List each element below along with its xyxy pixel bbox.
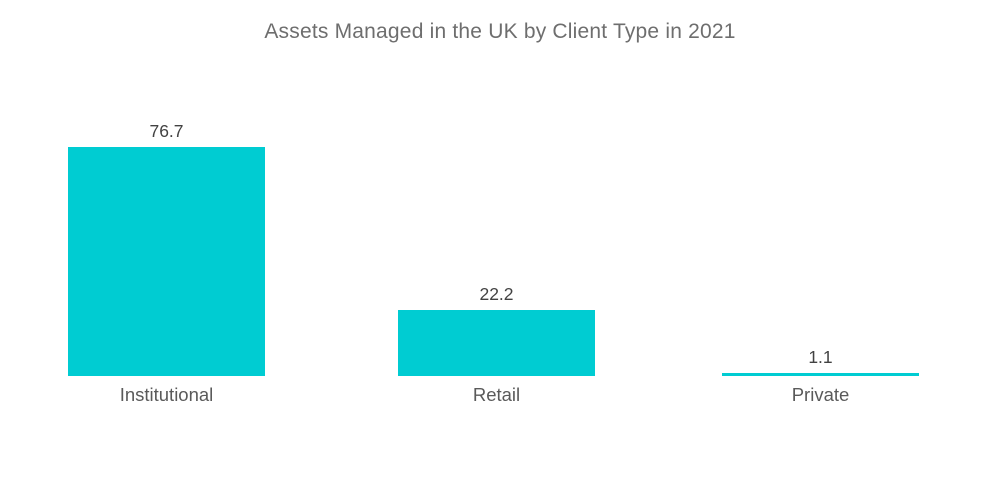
bar[interactable] [68,146,265,376]
bar-value-label: 1.1 [808,346,833,367]
bar-group: 1.1 Private [722,0,919,504]
bar-group: 76.7 Institutional [68,0,265,504]
category-label: Institutional [119,384,214,405]
bar[interactable] [398,309,595,376]
category-label: Private [791,384,850,405]
bar-value-label: 22.2 [479,283,514,304]
category-label: Retail [472,384,521,405]
bar-value-label: 76.7 [149,120,184,141]
bar[interactable] [722,372,919,376]
chart-title: Assets Managed in the UK by Client Type … [264,20,736,43]
bar-group: 22.2 Retail [398,0,595,504]
